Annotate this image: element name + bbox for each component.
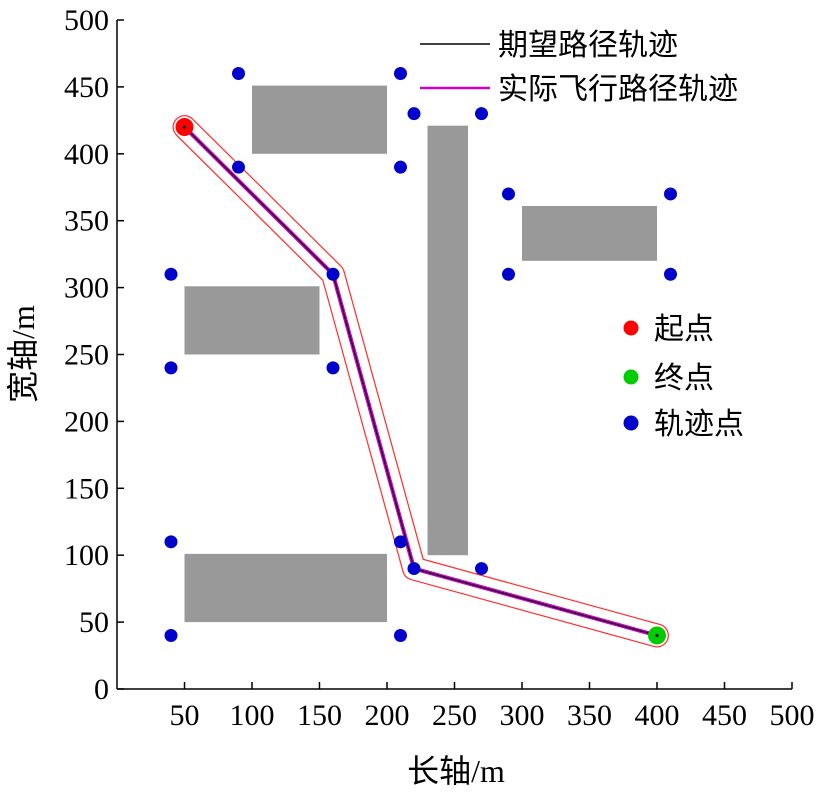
obstacle-5 [184, 553, 387, 623]
waypoint-marker [502, 187, 515, 201]
waypoint-marker [232, 160, 245, 174]
legend-swatch-start-point [623, 320, 639, 336]
obstacle-4 [184, 286, 320, 355]
expected-path-line [184, 126, 658, 637]
x-tick-label: 300 [500, 699, 545, 732]
waypoint-marker [232, 67, 245, 81]
x-axis-label: 长轴/m [407, 753, 505, 789]
waypoint-marker [164, 628, 178, 642]
x-tick-label: 50 [170, 699, 200, 732]
x-tick-label: 350 [567, 699, 612, 732]
y-tick-label: 250 [64, 339, 109, 372]
waypoint-marker [164, 535, 178, 549]
y-tick-label: 50 [79, 606, 109, 639]
waypoint-marker [164, 361, 178, 375]
obstacle-2 [427, 125, 468, 556]
y-tick-label: 0 [94, 673, 109, 706]
x-tick-label: 150 [297, 699, 342, 732]
x-tick-label: 500 [770, 699, 815, 732]
waypoint-marker [407, 562, 421, 576]
waypoint-marker [664, 187, 677, 201]
waypoint-marker [475, 107, 488, 121]
point-layer [164, 67, 677, 645]
waypoint-marker [664, 267, 677, 281]
x-tick-label: 200 [365, 699, 410, 732]
tick-layer: 50 100 150 200 250 300 350 400 450 500 0 50 100 150 20… [64, 4, 815, 732]
expected-path-endpoint [183, 125, 186, 129]
path-layer [172, 115, 669, 648]
legend-swatch-end-point [623, 369, 639, 385]
legend-label-end-point: 终点 [654, 362, 714, 395]
waypoint-marker [394, 160, 407, 174]
expected-path-endpoint [655, 633, 659, 637]
obstacle-layer [184, 85, 657, 623]
legend-label-actual-path: 实际飞行路径轨迹 [498, 73, 738, 106]
x-tick-label: 250 [432, 699, 477, 732]
legend-swatch-waypoint [623, 415, 639, 431]
legend-label-expected-path: 期望路径轨迹 [498, 29, 678, 62]
y-tick-label: 300 [64, 272, 109, 305]
waypoint-marker [326, 267, 340, 281]
legend-label-waypoint: 轨迹点 [654, 408, 744, 441]
obstacle-3 [522, 205, 657, 261]
waypoint-marker [164, 267, 178, 281]
y-axis-label: 宽轴/m [5, 305, 41, 403]
x-tick-label: 100 [230, 699, 275, 732]
waypoint-marker [475, 562, 488, 576]
y-tick-label: 200 [64, 405, 109, 438]
y-tick-label: 100 [64, 539, 109, 572]
x-tick-label: 450 [702, 699, 747, 732]
waypoint-marker [394, 628, 407, 642]
waypoint-marker [326, 361, 340, 375]
waypoint-marker [394, 67, 407, 81]
y-tick-label: 450 [64, 71, 109, 104]
waypoint-marker [394, 535, 407, 549]
y-tick-label: 150 [64, 472, 109, 505]
y-tick-label: 350 [64, 205, 109, 238]
waypoint-marker [502, 267, 515, 281]
waypoint-marker [407, 107, 421, 121]
x-tick-label: 400 [635, 699, 680, 732]
legend-label-start-point: 起点 [654, 313, 714, 346]
y-tick-label: 500 [64, 4, 109, 37]
obstacle-1 [252, 85, 387, 154]
y-tick-label: 400 [64, 138, 109, 171]
